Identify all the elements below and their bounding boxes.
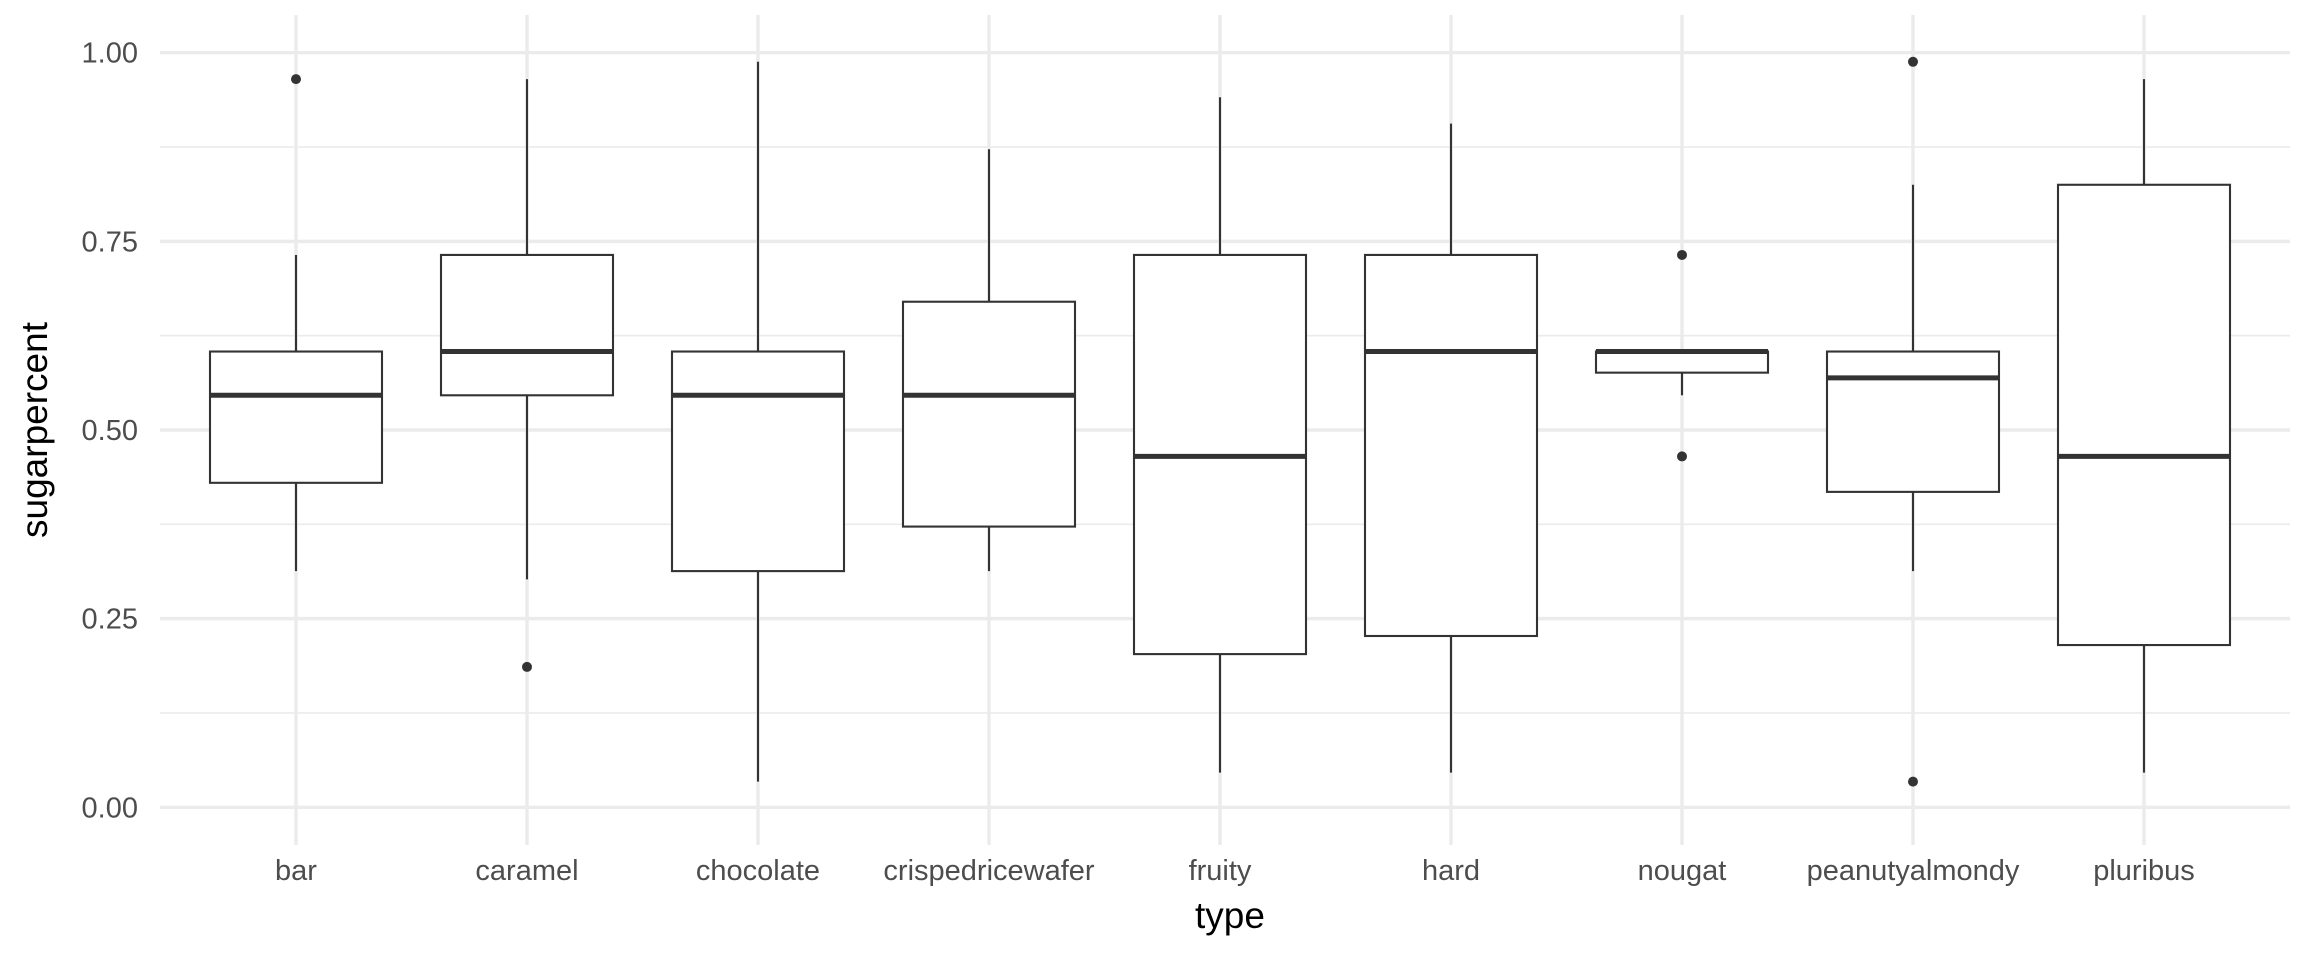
box-hard [1363,123,1539,773]
x-tick-label: fruity [1189,855,1252,887]
box-iqr [1825,350,2001,493]
box-bar [208,74,384,572]
outlier-point [1677,249,1687,260]
x-tick-label: crispedricewafer [883,855,1094,887]
y-axis-tick-labels: 0.00 0.25 0.50 0.75 1.00 [82,38,138,825]
outlier-point [522,661,532,672]
box-iqr [439,253,615,397]
x-tick-label: chocolate [696,855,820,887]
box-pluribus [2056,79,2232,773]
y-tick-label: 0.00 [82,792,138,824]
box-iqr [901,300,1077,528]
x-axis-title: type [1195,895,1265,936]
box-caramel [439,79,615,672]
x-tick-label: pluribus [2093,855,2195,887]
box-fruity [1132,97,1308,773]
box-series [208,56,2232,787]
outlier-point [1908,776,1918,787]
box-nougat [1594,249,1770,462]
y-tick-label: 0.50 [82,415,138,447]
box-iqr [1363,253,1539,638]
outlier-point [1908,56,1918,67]
x-tick-label: bar [275,855,317,887]
outlier-point [1677,451,1687,462]
box-chocolate [670,61,846,782]
x-tick-label: peanutyalmondy [1807,855,2020,887]
x-tick-label: nougat [1638,855,1727,887]
box-peanutyalmondy [1825,56,2001,787]
box-iqr [1594,350,1770,374]
x-axis-tick-labels: bar caramel chocolate crispedricewafer fruit… [275,855,2195,887]
y-axis-title: sugarpercent [14,321,55,538]
y-tick-label: 0.25 [82,604,138,636]
box-iqr [670,350,846,573]
box-iqr [208,350,384,484]
x-tick-label: hard [1422,855,1480,887]
box-crispedricewafer [901,149,1077,572]
outlier-point [291,74,301,85]
y-tick-label: 0.75 [82,226,138,258]
y-tick-label: 1.00 [82,38,138,70]
box-iqr [2056,183,2232,647]
x-tick-label: caramel [475,855,578,887]
